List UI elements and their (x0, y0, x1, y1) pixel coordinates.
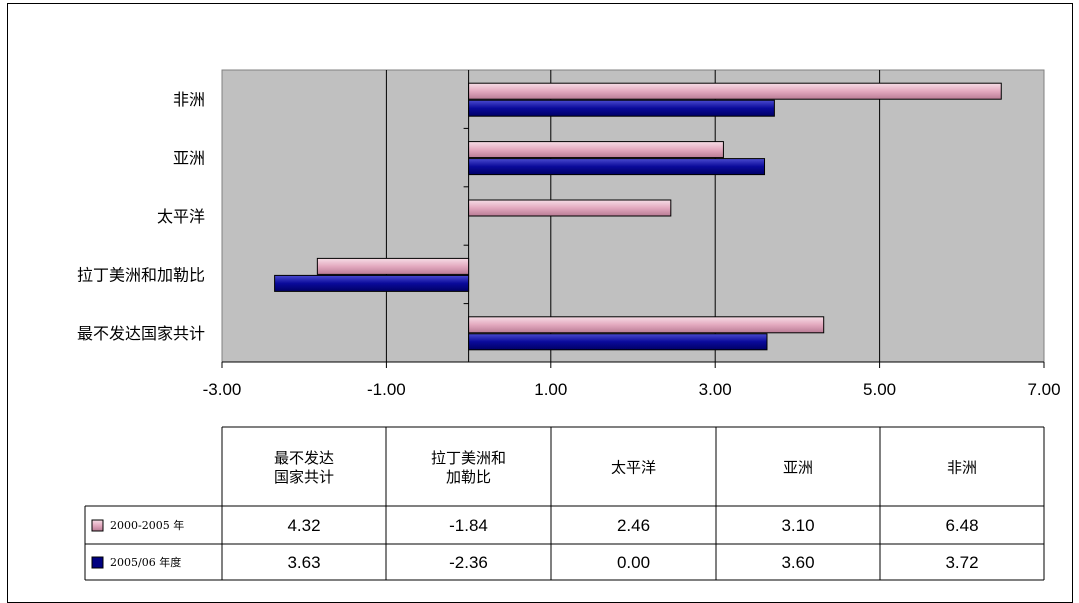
legend-swatch (91, 556, 104, 569)
bar (468, 99, 775, 117)
x-tick-label: 1.00 (534, 380, 567, 399)
table-header: 国家共计 (274, 468, 334, 486)
bar (316, 257, 470, 275)
x-tick-label: -3.00 (203, 380, 242, 399)
x-tick-label: 7.00 (1027, 380, 1060, 399)
table-value: 3.10 (781, 516, 814, 535)
legend-swatch (91, 519, 104, 532)
x-tick-label: 3.00 (699, 380, 732, 399)
table-value: 3.63 (287, 553, 320, 572)
bar (468, 333, 768, 351)
legend-label: 2000-2005 年 (110, 518, 184, 532)
table-header: 拉丁美洲和 (431, 449, 506, 467)
table-header: 非洲 (947, 459, 977, 477)
category-label: 拉丁美洲和加勒比 (77, 265, 205, 284)
table-header: 太平洋 (611, 459, 656, 477)
category-label: 亚洲 (173, 149, 205, 168)
table-header: 加勒比 (446, 468, 491, 486)
table-value: -1.84 (449, 516, 488, 535)
legend-label: 2005/06 年度 (110, 555, 181, 569)
table-value: 3.60 (781, 553, 814, 572)
table-header: 最不发达 (274, 449, 334, 467)
category-label: 最不发达国家共计 (77, 324, 205, 343)
x-tick-label: -1.00 (367, 380, 406, 399)
table-value: 0.00 (617, 553, 650, 572)
table-value: -2.36 (449, 553, 488, 572)
table-header: 亚洲 (783, 459, 813, 477)
table-value: 3.72 (945, 553, 978, 572)
bar (274, 274, 470, 292)
bar (468, 82, 1002, 100)
category-label: 非洲 (173, 90, 205, 109)
table-value: 2.46 (617, 516, 650, 535)
category-label: 太平洋 (157, 207, 205, 226)
bar (468, 141, 724, 159)
bar (468, 199, 672, 217)
bar (468, 316, 825, 334)
x-tick-label: 5.00 (863, 380, 896, 399)
bar (468, 158, 766, 176)
table-value: 6.48 (945, 516, 978, 535)
table-value: 4.32 (287, 516, 320, 535)
